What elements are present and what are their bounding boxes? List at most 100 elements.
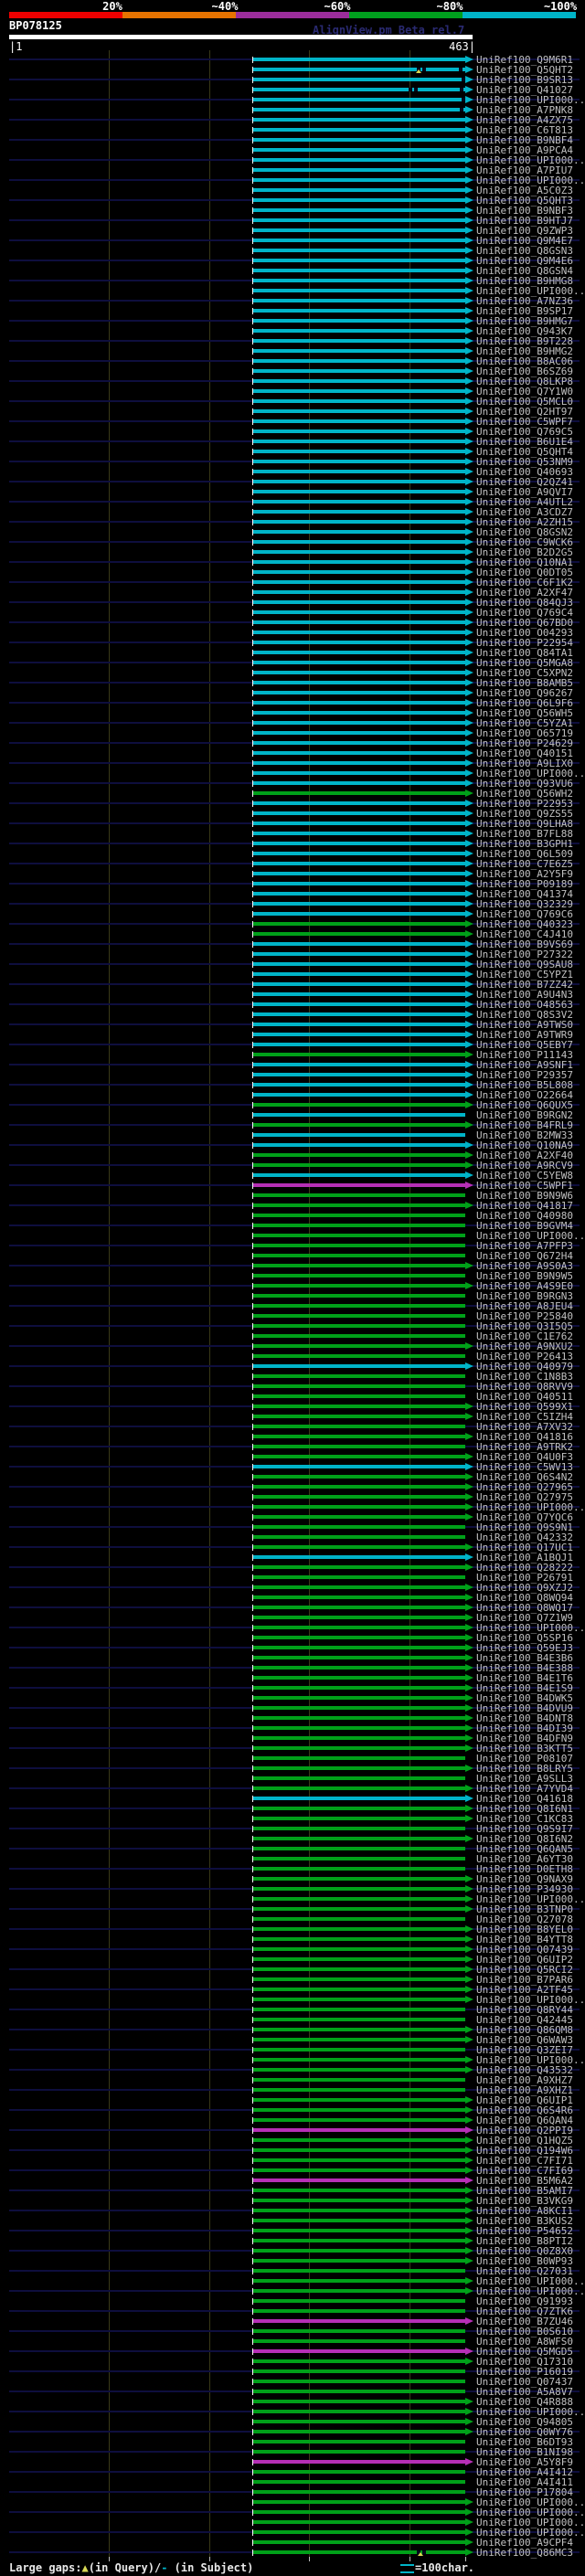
hit-label[interactable]: UniRef100_Q5SP16 <box>476 1632 573 1644</box>
alignment-bar[interactable] <box>253 58 465 61</box>
alignment-bar[interactable] <box>253 1183 465 1187</box>
alignment-bar[interactable] <box>253 1545 465 1549</box>
alignment-bar[interactable] <box>253 228 465 232</box>
alignment-bar[interactable] <box>253 570 465 574</box>
hit-label[interactable]: UniRef100_C6F1K2 <box>476 577 573 588</box>
hit-label[interactable]: UniRef100_B4DI39 <box>476 1723 573 1734</box>
hit-label[interactable]: UniRef100_Q7ZTK6 <box>476 2306 573 2317</box>
hit-label[interactable]: UniRef100_P26791 <box>476 1572 573 1584</box>
alignment-bar[interactable] <box>253 1696 465 1700</box>
hit-label[interactable]: UniRef100_A9QVI7 <box>476 486 573 498</box>
hit-label[interactable]: UniRef100_Q7Y1W0 <box>476 386 573 398</box>
alignment-bar[interactable] <box>253 1927 465 1931</box>
hit-label[interactable]: UniRef100_Q672H4 <box>476 1250 573 1262</box>
hit-label[interactable]: UniRef100_Q6QUX5 <box>476 1099 573 1111</box>
alignment-bar[interactable] <box>253 1646 465 1649</box>
alignment-bar[interactable] <box>253 1415 465 1418</box>
alignment-bar[interactable] <box>253 138 465 142</box>
alignment-bar[interactable] <box>253 560 465 564</box>
alignment-bar[interactable] <box>253 1314 465 1318</box>
alignment-bar[interactable] <box>253 1083 465 1087</box>
alignment-bar[interactable] <box>253 2380 465 2383</box>
hit-label[interactable]: UniRef100_Q84TA1 <box>476 647 573 659</box>
alignment-bar[interactable] <box>253 1103 465 1107</box>
hit-label[interactable]: UniRef100_A9TWS0 <box>476 1019 573 1031</box>
alignment-bar[interactable] <box>253 1756 465 1760</box>
hit-label[interactable]: UniRef100_Q10NA1 <box>476 557 573 568</box>
hit-label[interactable]: UniRef100_O65719 <box>476 727 573 739</box>
alignment-bar[interactable] <box>253 1093 465 1097</box>
alignment-bar[interactable] <box>253 510 465 514</box>
alignment-bar[interactable] <box>253 2189 465 2192</box>
hit-label[interactable]: UniRef100_B9HMG2 <box>476 345 573 357</box>
alignment-bar[interactable] <box>253 2178 465 2182</box>
hit-label[interactable]: UniRef100_A9TWR9 <box>476 1029 573 1041</box>
alignment-bar[interactable] <box>253 2128 465 2132</box>
alignment-bar[interactable] <box>253 2500 465 2504</box>
hit-label[interactable]: UniRef100_Q4R888 <box>476 2396 573 2408</box>
alignment-bar[interactable] <box>253 1736 465 1740</box>
alignment-bar[interactable] <box>253 1726 465 1730</box>
alignment-bar[interactable] <box>253 118 465 122</box>
hit-label[interactable]: UniRef100_B5L808 <box>476 1079 573 1091</box>
alignment-bar[interactable] <box>253 239 465 242</box>
alignment-bar[interactable] <box>253 1937 465 1941</box>
hit-label[interactable]: UniRef100_P34930 <box>476 1883 573 1895</box>
alignment-bar[interactable] <box>253 319 465 323</box>
alignment-bar[interactable] <box>253 249 465 252</box>
hit-label[interactable]: UniRef100_B1NI98 <box>476 2446 573 2458</box>
hit-label[interactable]: UniRef100_B5AMI7 <box>476 2185 573 2197</box>
hit-label[interactable]: UniRef100_P29357 <box>476 1069 573 1081</box>
alignment-bar[interactable] <box>253 1575 465 1579</box>
hit-label[interactable]: UniRef100_B9RGN3 <box>476 1290 573 1302</box>
alignment-bar[interactable] <box>253 962 465 966</box>
alignment-bar[interactable] <box>253 1857 465 1860</box>
hit-label[interactable]: UniRef100_A7XV32 <box>476 1421 573 1433</box>
alignment-bar[interactable] <box>253 128 465 132</box>
hit-label[interactable]: UniRef100_A5C0Z3 <box>476 185 573 196</box>
hit-label[interactable]: UniRef100_B4E388 <box>476 1662 573 1674</box>
alignment-bar[interactable] <box>253 2309 465 2313</box>
hit-label[interactable]: UniRef100_A7NZ36 <box>476 295 573 307</box>
alignment-bar[interactable] <box>253 1143 465 1147</box>
alignment-bar[interactable] <box>253 2400 465 2403</box>
alignment-bar[interactable] <box>253 1425 465 1428</box>
hit-label[interactable]: UniRef100_C7FI71 <box>476 2155 573 2167</box>
hit-label[interactable]: UniRef100_A9RCV9 <box>476 1160 573 1171</box>
hit-label[interactable]: UniRef100_A9U4N3 <box>476 989 573 1001</box>
alignment-bar[interactable] <box>253 651 465 654</box>
hit-label[interactable]: UniRef100_B5M6A2 <box>476 2175 573 2187</box>
alignment-bar[interactable] <box>253 470 465 473</box>
hit-label[interactable]: UniRef100_C4J410 <box>476 928 573 940</box>
alignment-bar[interactable] <box>253 299 465 302</box>
alignment-bar[interactable] <box>253 1073 465 1076</box>
alignment-bar[interactable] <box>253 1364 465 1368</box>
alignment-bar[interactable] <box>253 1967 465 1971</box>
alignment-bar[interactable] <box>253 1023 465 1026</box>
alignment-bar[interactable] <box>253 2540 465 2544</box>
alignment-bar[interactable] <box>253 1585 465 1589</box>
alignment-bar[interactable] <box>253 218 465 222</box>
alignment-bar[interactable] <box>253 822 465 825</box>
alignment-bar[interactable] <box>253 2078 465 2082</box>
hit-label[interactable]: UniRef100_B7ZU46 <box>476 2316 573 2327</box>
hit-label[interactable]: UniRef100_C5WPF7 <box>476 416 573 428</box>
alignment-bar[interactable] <box>253 620 465 624</box>
alignment-bar[interactable] <box>253 1595 465 1599</box>
alignment-bar[interactable] <box>253 1817 465 1820</box>
alignment-bar[interactable] <box>253 1173 465 1177</box>
alignment-bar[interactable] <box>253 691 465 694</box>
hit-label[interactable]: UniRef100_B2MW33 <box>476 1129 573 1141</box>
hit-label[interactable]: UniRef100_A4I412 <box>476 2466 573 2478</box>
alignment-bar[interactable] <box>253 701 465 705</box>
alignment-bar[interactable] <box>253 631 465 634</box>
hit-label[interactable]: UniRef100_Q6QAN4 <box>476 2115 573 2126</box>
hit-label[interactable]: UniRef100_B9HMG7 <box>476 315 573 327</box>
alignment-bar[interactable] <box>253 1475 465 1479</box>
alignment-bar[interactable] <box>253 641 465 644</box>
alignment-bar[interactable] <box>253 1384 465 1388</box>
hit-label[interactable]: UniRef100_B9N9W5 <box>476 1270 573 1282</box>
alignment-bar[interactable] <box>253 922 465 926</box>
alignment-bar[interactable] <box>253 1274 465 1277</box>
hit-label[interactable]: UniRef100_B2D2G5 <box>476 546 573 558</box>
